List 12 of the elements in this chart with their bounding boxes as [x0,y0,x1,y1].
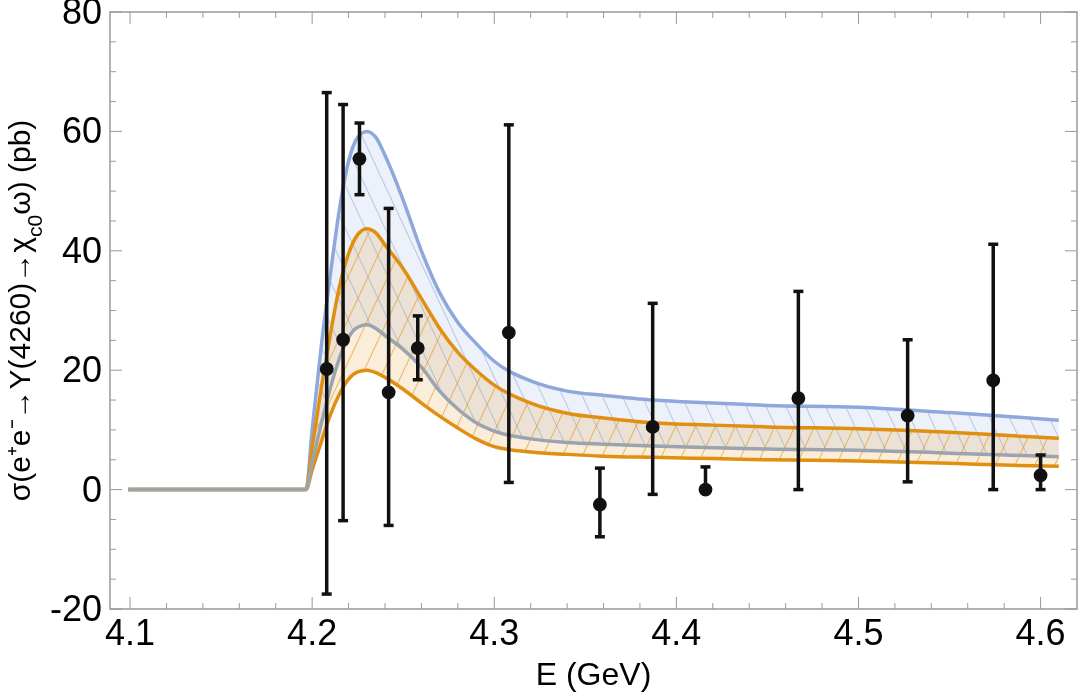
x-tick-label: 4.1 [105,612,156,653]
x-tick-label: 4.6 [1015,612,1066,653]
x-tick-label: 4.3 [469,612,520,653]
y-tick-label: 60 [61,110,102,152]
y-tick-label: 40 [61,229,102,271]
y-tick-label: -20 [49,588,102,629]
x-axis-title: E (GeV) [535,656,652,692]
x-tick-label: 4.2 [287,612,338,653]
y-tick-label: 20 [61,349,102,391]
x-tick-label: 4.5 [833,612,884,653]
x-tick-label: 4.4 [651,612,702,653]
y-tick-label: 0 [81,468,102,510]
